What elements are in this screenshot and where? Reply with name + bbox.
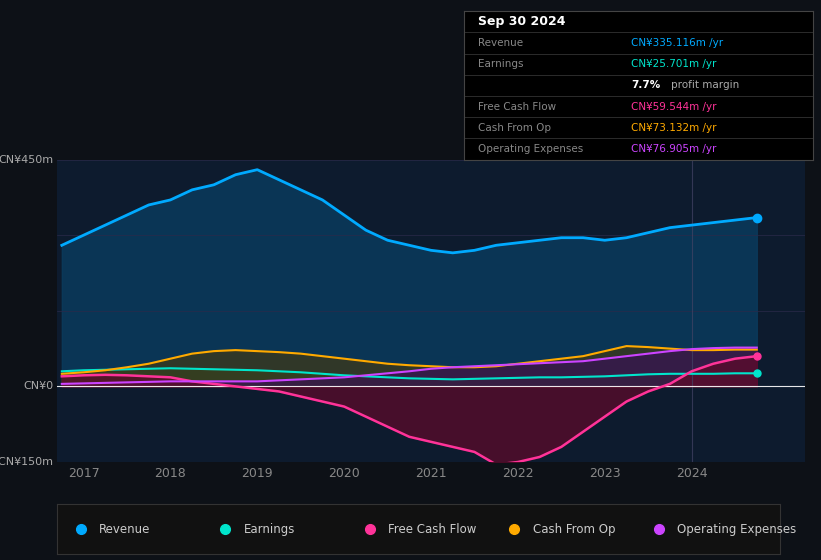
Text: 7.7%: 7.7%: [631, 81, 661, 90]
Text: Revenue: Revenue: [478, 38, 523, 48]
Text: profit margin: profit margin: [672, 81, 740, 90]
Text: CN¥59.544m /yr: CN¥59.544m /yr: [631, 101, 717, 111]
Text: -CN¥150m: -CN¥150m: [0, 457, 53, 467]
Text: CN¥335.116m /yr: CN¥335.116m /yr: [631, 38, 723, 48]
Text: CN¥73.132m /yr: CN¥73.132m /yr: [631, 123, 717, 133]
Text: Cash From Op: Cash From Op: [533, 522, 616, 536]
Text: Revenue: Revenue: [99, 522, 151, 536]
Text: Operating Expenses: Operating Expenses: [677, 522, 796, 536]
Text: CN¥450m: CN¥450m: [0, 155, 53, 165]
Text: Free Cash Flow: Free Cash Flow: [388, 522, 477, 536]
Text: Operating Expenses: Operating Expenses: [478, 144, 583, 154]
Text: CN¥0: CN¥0: [23, 381, 53, 391]
Text: CN¥25.701m /yr: CN¥25.701m /yr: [631, 59, 717, 69]
Text: Earnings: Earnings: [478, 59, 523, 69]
Text: Earnings: Earnings: [244, 522, 296, 536]
Text: Free Cash Flow: Free Cash Flow: [478, 101, 556, 111]
Text: Cash From Op: Cash From Op: [478, 123, 551, 133]
Text: Sep 30 2024: Sep 30 2024: [478, 15, 566, 29]
Text: CN¥76.905m /yr: CN¥76.905m /yr: [631, 144, 717, 154]
